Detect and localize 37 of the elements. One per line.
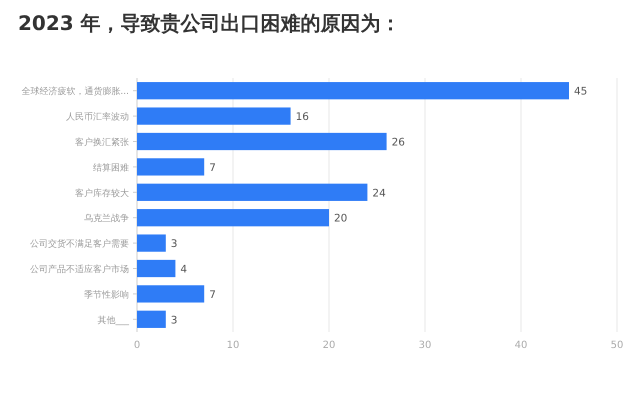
data-label: 7	[209, 162, 216, 174]
data-label: 3	[170, 314, 178, 326]
bar	[137, 234, 166, 252]
bar	[137, 158, 204, 176]
data-label: 20	[334, 212, 348, 225]
y-tick-label: 季节性影响	[84, 289, 129, 300]
y-tick-label: 公司交货不满足客户需要	[30, 238, 129, 250]
chart-title: 2023 年，导致贵公司出口困难的原因为：	[18, 11, 401, 35]
y-tick-label: 其他___	[98, 314, 130, 326]
x-tick-label: 50	[610, 340, 624, 351]
bar	[137, 209, 329, 226]
y-tick-label: 全球经济疲软，通货膨胀...	[21, 86, 129, 98]
data-label: 16	[296, 111, 310, 124]
x-tick-label: 0	[134, 340, 140, 351]
data-label: 24	[372, 187, 386, 200]
bar	[137, 260, 176, 278]
x-tick-label: 30	[418, 340, 432, 351]
data-label: 45	[574, 86, 588, 98]
y-tick-label: 客户库存较大	[75, 188, 129, 199]
bar	[137, 285, 204, 303]
y-tick-label: 人民币汇率波动	[66, 112, 129, 123]
bar	[137, 82, 569, 100]
y-tick-label: 公司产品不适应客户市场	[30, 264, 129, 275]
x-tick-label: 40	[514, 340, 528, 351]
bar	[137, 184, 368, 201]
bar	[137, 310, 166, 328]
x-tick-label: 20	[322, 340, 336, 351]
data-label: 7	[209, 288, 216, 301]
y-tick-label: 结算困难	[93, 162, 129, 174]
y-tick-label: 乌克兰战争	[84, 213, 129, 224]
bar	[137, 107, 291, 125]
bar	[137, 132, 387, 150]
data-label: 26	[392, 136, 406, 148]
y-tick-label: 客户换汇紧张	[75, 137, 129, 148]
data-label: 4	[180, 264, 188, 276]
data-label: 3	[170, 238, 178, 250]
x-tick-label: 10	[226, 340, 240, 351]
